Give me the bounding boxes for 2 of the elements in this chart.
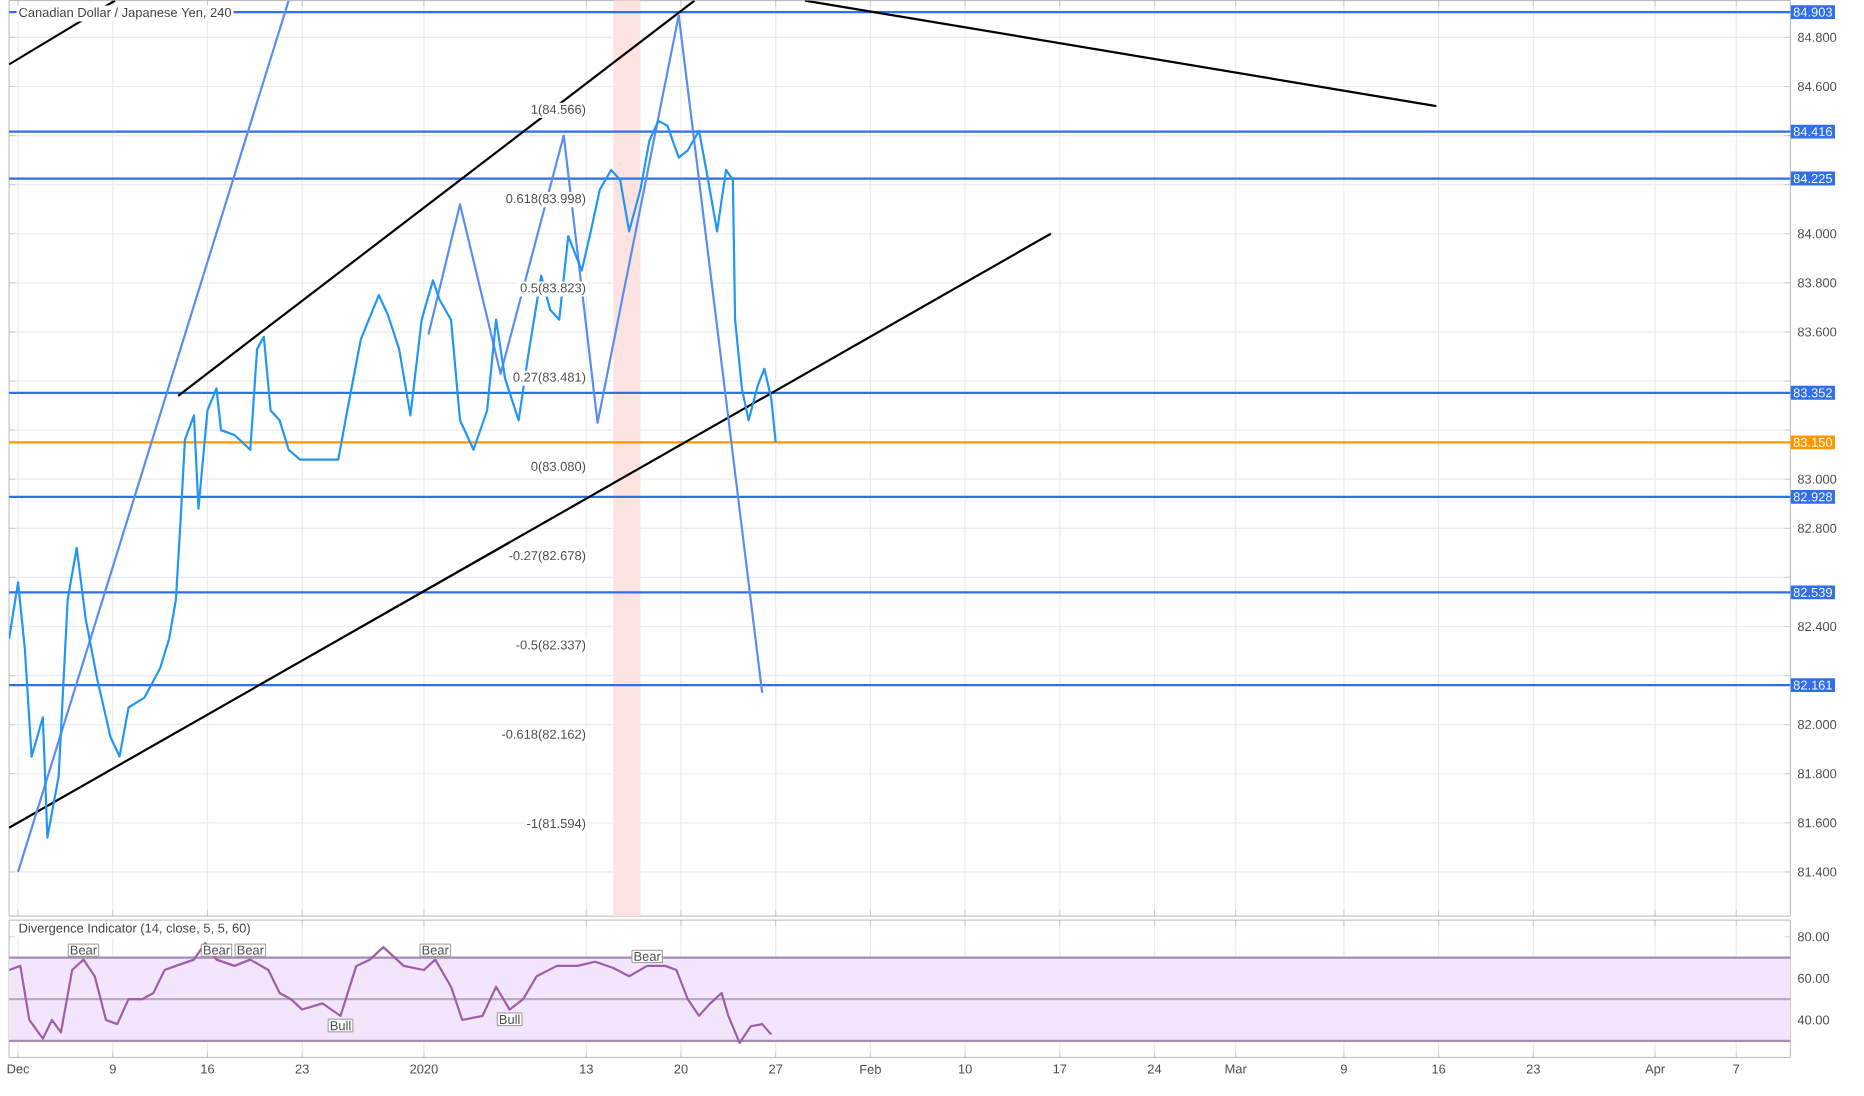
- line-series: [427, 14, 764, 695]
- line-series: [9, 942, 773, 1045]
